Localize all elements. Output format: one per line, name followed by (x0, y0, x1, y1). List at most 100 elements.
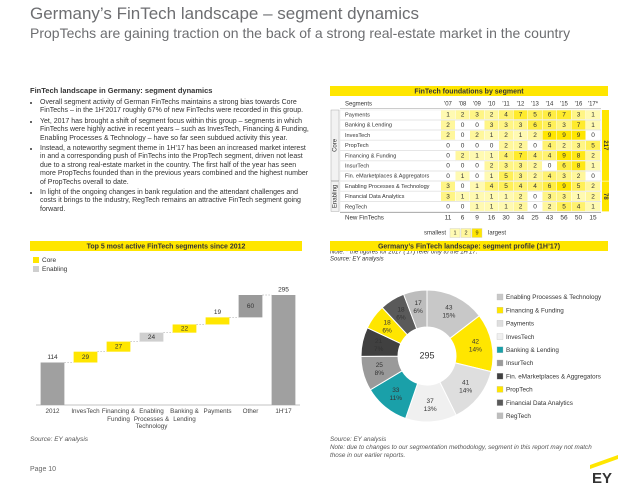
chart-title: Top 5 most active FinTech segments since… (87, 243, 246, 250)
cell-value: 9 (562, 183, 566, 190)
total-value: 11 (445, 215, 452, 222)
heat-cell (557, 181, 571, 191)
segment-value: 21 (375, 338, 383, 345)
row-label: Banking & Lending (345, 123, 392, 129)
heat-cell (441, 181, 455, 191)
table-banner-text: FinTech foundations by segment (414, 88, 524, 95)
cell-value: 9 (562, 132, 566, 139)
cell-value: 2 (504, 132, 508, 139)
bar (205, 317, 230, 325)
year-header: '14 (546, 102, 554, 108)
row-label: RegTech (345, 204, 367, 210)
heat-cell (513, 151, 528, 161)
heat-cell (499, 202, 513, 212)
segment-value: 18 (383, 319, 391, 326)
heat-cell (586, 151, 600, 161)
heat-cell (470, 130, 484, 140)
total-value: 56 (560, 215, 568, 222)
heat-cell (484, 191, 499, 201)
heat-cell (542, 202, 557, 212)
cell-value: 0 (533, 193, 537, 200)
cell-value: 3 (577, 142, 581, 149)
legend-swatch (496, 333, 504, 340)
legend-cell-value: 1 (453, 230, 456, 236)
cell-value: 8 (577, 153, 581, 160)
heat-cell (455, 120, 470, 130)
donut-total: 295 (419, 350, 434, 360)
heat-cell (441, 171, 455, 181)
heat-cell (571, 130, 586, 140)
year-header: '07 (444, 102, 452, 108)
cell-value: 2 (446, 132, 450, 139)
segment-percent: 14% (469, 347, 482, 354)
cell-value: 0 (548, 163, 552, 170)
group-name: Enabling (333, 185, 339, 208)
row-label: PropTech (345, 143, 369, 149)
cell-value: 1 (591, 112, 595, 119)
legend-cell (471, 228, 483, 238)
x-tick-label: 1H'17 (275, 408, 292, 415)
cell-value: 1 (446, 112, 450, 119)
heat-cell (441, 161, 455, 171)
cell-value: 7 (519, 153, 523, 160)
legend-cell-value: 9 (475, 230, 478, 236)
total-value: 43 (546, 215, 554, 222)
cell-value: 0 (533, 204, 537, 211)
legend-cell-value: 2 (464, 230, 467, 236)
total-value: 6 (461, 215, 465, 222)
cell-value: 0 (446, 163, 450, 170)
row-label: Financing & Funding (345, 153, 396, 159)
row-label: Fin. eMarketplaces & Aggregators (345, 174, 429, 180)
heat-cell (470, 202, 484, 212)
heat-cell (455, 191, 470, 201)
cell-value: 4 (548, 153, 552, 160)
cell-value: 4 (490, 183, 494, 190)
legend-label: Enabling Processes & Technology (506, 294, 602, 301)
segment-percent: 11% (390, 395, 403, 402)
year-header: '09 (473, 102, 481, 108)
logo: EY (592, 470, 612, 487)
bar (40, 362, 65, 405)
chart-banner (30, 241, 302, 251)
heat-cell (441, 202, 455, 212)
x-tick-label: Payments (203, 408, 232, 415)
heat-cell (557, 151, 571, 161)
cell-value: 4 (548, 142, 552, 149)
heat-cell (513, 181, 528, 191)
legend-label: Core (42, 257, 56, 264)
cell-value: 5 (591, 142, 595, 149)
cell-value: 1 (519, 132, 523, 139)
heat-cell (571, 110, 586, 120)
cell-value: 1 (504, 204, 508, 211)
group-band (330, 109, 340, 182)
heat-cell (542, 120, 557, 130)
cell-value: 2 (519, 193, 523, 200)
heat-cell (484, 140, 499, 150)
bullet: Instead, a noteworthy segment theme in 1… (40, 145, 312, 187)
bar-label: 24 (148, 334, 156, 341)
heat-cell (542, 151, 557, 161)
cell-value: 0 (533, 142, 537, 149)
cell-value: 6 (533, 122, 537, 129)
cell-value: 0 (490, 142, 494, 149)
cell-value: 4 (533, 183, 537, 190)
heat-cell (455, 171, 470, 181)
heat-cell (542, 191, 557, 201)
heat-cell (528, 161, 542, 171)
segment-percent: 6% (413, 308, 423, 315)
heat-cell (542, 140, 557, 150)
cell-value: 6 (548, 112, 552, 119)
heat-cell (455, 140, 470, 150)
cell-value: 0 (461, 204, 465, 211)
heat-cell (528, 171, 542, 181)
cell-value: 1 (475, 193, 479, 200)
cell-value: 3 (548, 193, 552, 200)
heat-cell (528, 191, 542, 201)
heat-cell (455, 161, 470, 171)
logo-slash (590, 455, 618, 469)
chart-banner (330, 241, 608, 251)
legend-label: Enabling (42, 266, 68, 273)
table-note: Note: * the figures for 2017 ('17) refer… (330, 250, 477, 256)
cell-value: 8 (577, 163, 581, 170)
heat-cell (470, 120, 484, 130)
